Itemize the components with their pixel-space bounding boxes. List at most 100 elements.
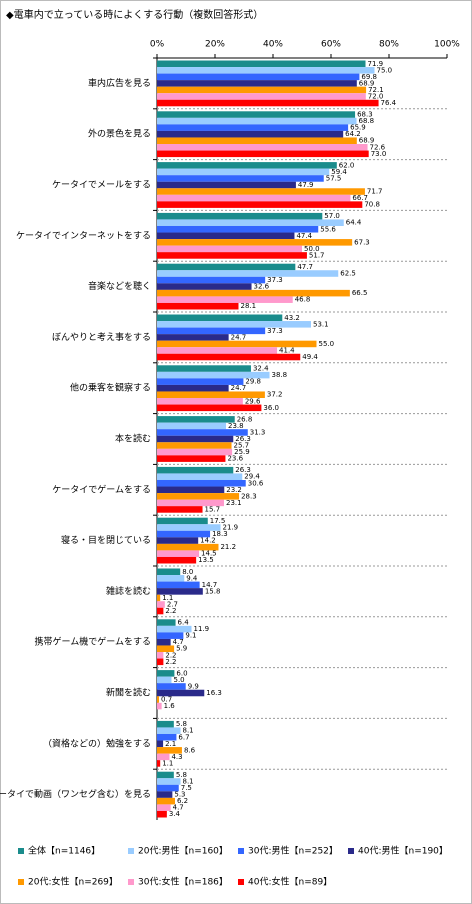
bar xyxy=(157,378,244,385)
data-label: 3.4 xyxy=(169,810,181,818)
data-label: 29.6 xyxy=(245,397,261,405)
data-label: 17.5 xyxy=(210,517,226,525)
bar xyxy=(157,506,203,513)
legend-label: 40代:男性【n=190】 xyxy=(358,845,448,857)
bar xyxy=(157,784,179,792)
data-label: 26.3 xyxy=(235,435,251,443)
y-tick-label: ケータイでゲームをする xyxy=(52,483,151,495)
data-label: 47.7 xyxy=(297,263,313,271)
bar xyxy=(157,340,317,348)
bar xyxy=(157,283,252,290)
bar xyxy=(157,466,234,474)
y-tick-label: ケータイでインターネットをする xyxy=(16,230,151,241)
data-label: 1.1 xyxy=(162,759,173,767)
legend-swatch xyxy=(238,879,244,885)
bar xyxy=(157,99,379,107)
bar xyxy=(157,252,307,259)
bar xyxy=(157,334,229,341)
bar xyxy=(157,753,170,761)
data-label: 5.3 xyxy=(174,791,185,799)
bar xyxy=(157,422,227,430)
bar xyxy=(157,676,172,684)
bar xyxy=(157,797,175,805)
data-label: 23.8 xyxy=(228,422,244,430)
bar xyxy=(157,607,164,615)
bar xyxy=(157,810,167,818)
data-label: 47.4 xyxy=(296,232,312,240)
bar xyxy=(157,175,324,182)
chart-title: ◆電車内で立っている時によくする行動（複数回答形式） xyxy=(6,8,263,21)
bar xyxy=(157,479,246,487)
bar xyxy=(157,137,357,145)
bar xyxy=(157,588,203,595)
data-label: 11.9 xyxy=(194,625,210,633)
data-label: 73.0 xyxy=(371,150,387,158)
bar xyxy=(157,263,296,271)
data-label: 21.2 xyxy=(220,543,236,551)
y-tick-label: 外の景色を見る xyxy=(88,128,151,140)
legend-swatch xyxy=(348,848,354,854)
data-label: 14.7 xyxy=(202,581,218,589)
data-label: 31.3 xyxy=(250,428,266,436)
bar xyxy=(157,398,243,405)
data-label: 26.3 xyxy=(235,466,251,474)
bar xyxy=(157,225,319,233)
legend-label: 20代:男性【n=160】 xyxy=(138,845,228,857)
data-label: 5.8 xyxy=(176,771,187,779)
y-tick-label: 新聞を読む xyxy=(106,687,151,699)
bar xyxy=(157,543,219,551)
data-label: 4.3 xyxy=(171,753,182,761)
y-tick-label: 他の乗客を観察する xyxy=(70,382,151,394)
data-label: 75.0 xyxy=(377,66,393,74)
bar xyxy=(157,493,240,500)
bar xyxy=(157,219,344,226)
data-label: 13.5 xyxy=(198,556,214,564)
bar xyxy=(157,168,330,176)
bar xyxy=(157,365,251,372)
bar xyxy=(157,448,233,456)
data-label: 2.7 xyxy=(167,600,178,608)
legend-label: 30代:男性【n=252】 xyxy=(248,845,338,857)
bar xyxy=(157,245,302,253)
y-tick-label: 車内広告を見る xyxy=(88,77,151,89)
data-label: 2.1 xyxy=(165,740,176,748)
data-label: 32.6 xyxy=(254,283,270,291)
data-label: 6.7 xyxy=(178,733,189,741)
data-label: 49.4 xyxy=(302,353,318,361)
data-label: 18.3 xyxy=(212,530,228,538)
data-label: 71.7 xyxy=(367,188,383,196)
bar xyxy=(157,689,205,697)
y-tick-label: 寝る・目を閉じている xyxy=(61,534,151,546)
data-label: 51.7 xyxy=(309,251,325,259)
bar xyxy=(157,404,262,412)
bar xyxy=(157,194,351,202)
legend-label: 30代:女性【n=186】 xyxy=(138,876,228,888)
data-label: 14.2 xyxy=(200,537,216,545)
bar xyxy=(157,239,353,246)
bar xyxy=(157,212,323,220)
bar xyxy=(157,791,173,798)
bar xyxy=(157,80,357,87)
bar xyxy=(157,347,278,354)
data-label: 23.1 xyxy=(226,499,242,507)
x-tick-label: 80% xyxy=(379,40,399,50)
data-label: 57.5 xyxy=(326,174,342,182)
data-label: 4.7 xyxy=(173,638,184,646)
bar xyxy=(157,720,174,728)
data-label: 4.7 xyxy=(173,804,184,812)
bar xyxy=(157,696,160,703)
data-label: 1.1 xyxy=(162,594,173,602)
bar xyxy=(157,658,164,666)
data-label: 66.7 xyxy=(352,194,368,202)
data-label: 72.1 xyxy=(368,86,384,94)
bar xyxy=(157,702,162,710)
data-label: 28.3 xyxy=(241,492,257,500)
bar xyxy=(157,550,200,557)
legend-swatch xyxy=(128,879,134,885)
bar xyxy=(157,740,164,748)
bar xyxy=(157,60,366,68)
data-label: 15.8 xyxy=(205,587,221,595)
bar xyxy=(157,747,182,754)
y-tick-label: （資格などの）勉強をする xyxy=(43,737,151,749)
bar xyxy=(157,638,171,646)
